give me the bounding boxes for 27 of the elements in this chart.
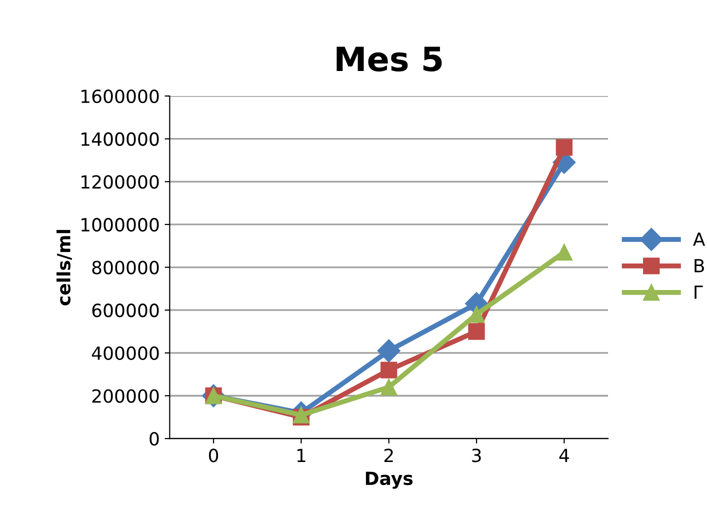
x-tick-label: 2 bbox=[384, 448, 393, 462]
point bbox=[380, 378, 398, 396]
x-tick-label: 0 bbox=[208, 448, 218, 462]
y-axis-title: cells/ml bbox=[56, 230, 72, 306]
legend-label: A bbox=[693, 232, 706, 246]
y-tick-label: 1200000 bbox=[82, 175, 159, 189]
y-tick-label: 1400000 bbox=[82, 132, 159, 146]
point bbox=[468, 323, 485, 340]
y-tick-label: 1600000 bbox=[82, 89, 159, 104]
y-tick-label: 400000 bbox=[92, 346, 159, 360]
y-tick-label: 800000 bbox=[92, 260, 159, 274]
x-tick-label: 4 bbox=[559, 448, 569, 462]
point bbox=[468, 306, 485, 323]
legend-label: Γ bbox=[694, 286, 703, 299]
y-tick-label: 0 bbox=[150, 432, 159, 446]
y-tick-label: 1000000 bbox=[82, 218, 159, 232]
x-tick-label: 3 bbox=[472, 448, 481, 462]
point bbox=[556, 244, 573, 261]
chart-title: Mes 5 bbox=[336, 46, 442, 72]
x-axis-title: Days bbox=[366, 472, 413, 489]
y-tick-label: 600000 bbox=[92, 304, 159, 318]
legend-label: B bbox=[694, 259, 704, 272]
x-tick-label: 1 bbox=[297, 448, 306, 462]
point bbox=[556, 139, 573, 156]
point bbox=[380, 362, 398, 378]
y-tick-label: 200000 bbox=[92, 389, 159, 403]
point bbox=[377, 339, 400, 362]
